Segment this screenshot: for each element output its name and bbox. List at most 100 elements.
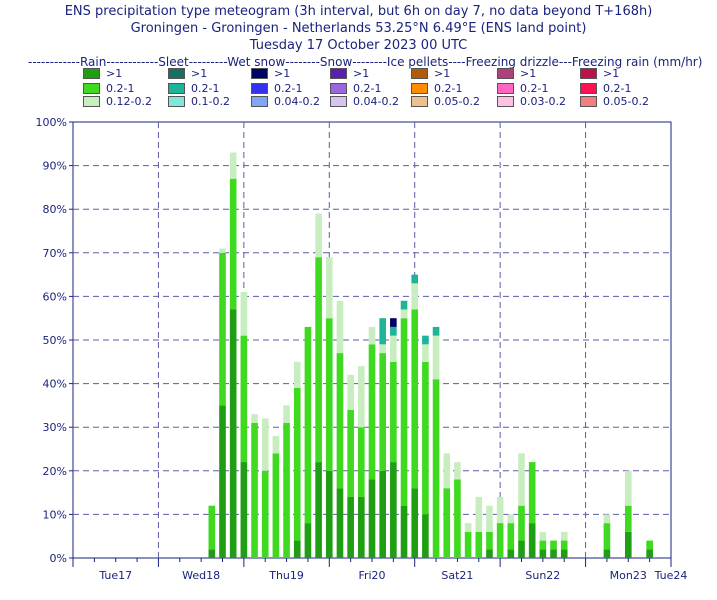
bar-segment-sleet-mod [379,318,386,345]
legend-header: ------------Rain------------Sleet-------… [28,55,703,69]
legend-swatch [83,83,100,94]
legend-swatch [168,96,185,107]
bar-segment-rain-mod [432,379,440,558]
bar-segment-rain-light [603,514,611,524]
bar-segment-rain-light [486,505,493,532]
bar-segment-rain-heavy [603,549,611,558]
bar-segment-rain-heavy [422,514,429,558]
bar-segment-rain-light [283,405,290,423]
legend-label: 0.04-0.2 [353,95,399,108]
bar-segment-rain-mod [293,387,301,541]
chart-title: ENS precipitation type meteogram (3h int… [64,4,653,19]
bar-segment-rain-light [336,300,344,354]
legend-label: >1 [274,67,291,80]
bar-segment-rain-mod [315,257,322,463]
legend-label: >1 [520,67,537,80]
chart-subtitle-date: Tuesday 17 October 2023 00 UTC [249,38,468,53]
bar-segment-wetsnow-heavy [390,318,397,327]
legend-swatch [168,68,185,79]
bar-segment-rain-mod [539,540,547,550]
bar-segment-rain-mod [272,453,280,558]
bar-segment-rain-light [315,213,322,258]
bar-segment-rain-heavy [293,540,301,558]
legend-swatch [497,68,514,79]
y-tick-label: 40% [43,378,67,391]
bar-segment-rain-light [400,309,408,319]
bar-segment-rain-light [624,470,632,506]
bar-segment-rain-light [219,248,226,253]
legend-swatch [411,96,428,107]
bar-segment-rain-mod [560,540,568,550]
bar-segment-rain-light [464,523,472,532]
bar-segment-rain-heavy [560,549,568,558]
legend-label: >1 [191,67,208,80]
legend-label: 0.05-0.2 [434,95,480,108]
bar-segment-rain-heavy [539,549,547,558]
bar-segment-rain-heavy [315,462,322,558]
legend-swatch [580,83,597,94]
bar-segment-rain-light [560,531,568,541]
bar-segment-rain-mod [251,422,258,558]
bar-segment-rain-mod [304,326,312,524]
bar-segment-rain-light [293,361,301,388]
bar-segment-rain-light [240,292,248,336]
bar-segment-rain-light [411,283,419,310]
bar-segment-rain-heavy [368,479,376,558]
bar-segment-rain-mod [475,531,483,558]
bar-segment-rain-light [325,257,333,319]
bar-segment-rain-light [518,453,525,506]
y-tick-label: 70% [43,247,67,260]
legend-label: 0.2-1 [353,82,382,95]
y-tick-label: 80% [43,203,67,216]
legend-swatch [580,96,597,107]
bar-segment-rain-light [432,335,440,380]
bar-segment-rain-mod [336,353,344,489]
legend-label: >1 [106,67,123,80]
bar-segment-rain-mod [486,531,493,550]
legend-swatch [411,68,428,79]
legend-label: 0.2-1 [274,82,303,95]
bar-segment-rain-light [475,496,483,532]
bar-segment-rain-light [539,531,547,541]
bar-segment-rain-mod [550,540,557,550]
bar-segment-rain-mod [496,523,504,558]
bar-segment-rain-light [229,152,237,179]
bar-segment-rain-heavy [240,462,248,558]
legend-swatch [168,83,185,94]
bar-segment-rain-heavy [646,549,653,558]
x-day-label: Sun22 [525,569,560,582]
bar-segment-rain-mod [400,318,408,506]
y-tick-label: 60% [43,290,67,303]
bar-segment-rain-light [379,344,386,354]
bar-segment-rain-heavy [400,505,408,558]
bar-segment-rain-mod [368,344,376,480]
x-day-label: Tue24 [654,569,688,582]
bar-segment-rain-heavy [507,549,515,558]
legend-swatch [83,96,100,107]
y-tick-label: 10% [43,508,67,521]
bar-segment-rain-heavy [390,462,397,558]
bar-segment-rain-mod [208,505,216,550]
bar-segment-rain-light [358,366,365,428]
legend-label: >1 [353,67,370,80]
bar-segment-rain-heavy [411,488,419,558]
bar-segment-rain-mod [507,523,515,550]
y-tick-label: 30% [43,421,67,434]
legend-label: 0.12-0.2 [106,95,152,108]
legend-swatch [330,96,347,107]
legend-label: 0.2-1 [106,82,135,95]
bar-segment-rain-heavy [518,540,525,558]
y-tick-label: 0% [50,552,67,565]
legend-label: 0.2-1 [434,82,463,95]
legend-label: >1 [434,67,451,80]
bar-segment-rain-heavy [379,470,386,558]
bar-segment-rain-heavy [486,549,493,558]
bar-segment-rain-mod [219,252,226,406]
bar-segment-rain-light [507,514,515,524]
x-day-label: Wed18 [182,569,220,582]
legend-swatch [411,83,428,94]
y-tick-label: 50% [43,334,67,347]
bar-segment-rain-mod [283,422,290,558]
bar-segment-sleet-mod [400,300,408,310]
